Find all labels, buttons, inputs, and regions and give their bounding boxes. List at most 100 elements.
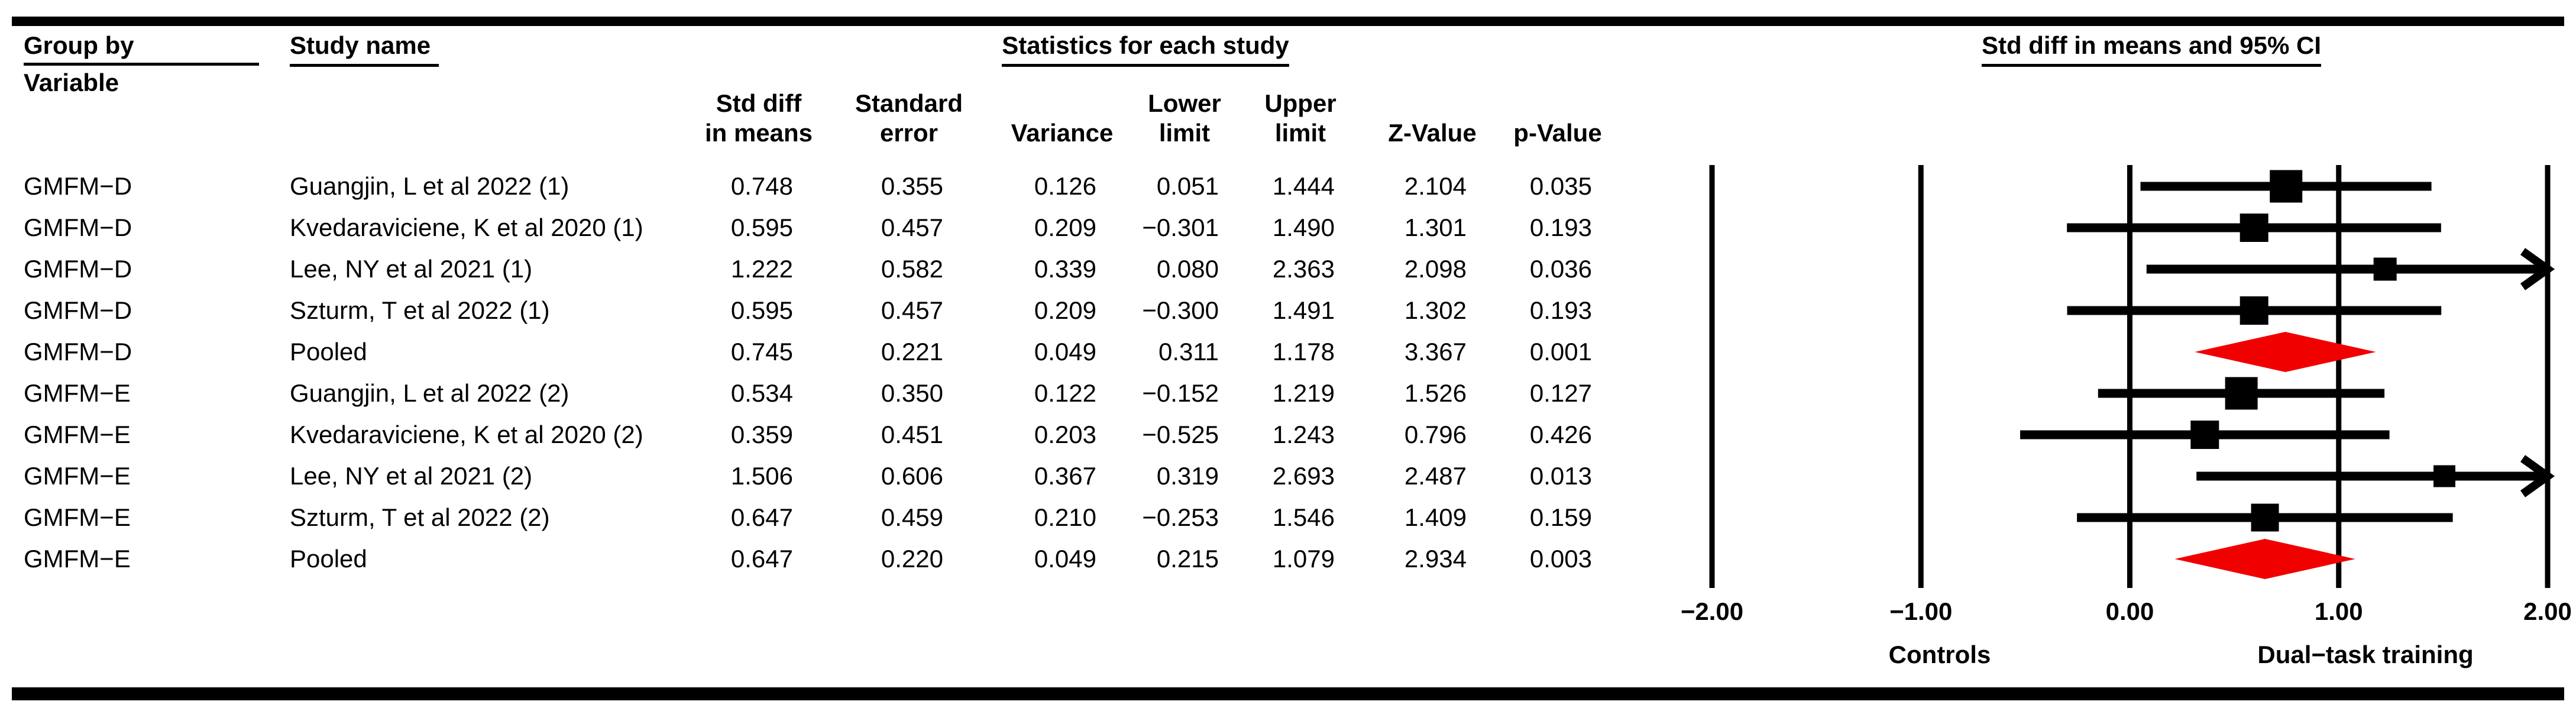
effect-square bbox=[2270, 170, 2303, 203]
table-row: GMFM−D Szturm, T et al 2022 (1) 0.595 0.457… bbox=[0, 290, 2576, 331]
row-z: 1.409 bbox=[1404, 503, 1467, 531]
row-std-err: 0.582 bbox=[881, 255, 943, 283]
row-lower: 0.051 bbox=[1156, 172, 1219, 200]
row-group-label: GMFM−E bbox=[24, 503, 131, 531]
row-study-name: Pooled bbox=[290, 338, 367, 366]
row-lower: −0.301 bbox=[1142, 214, 1219, 241]
table-row: GMFM−E Lee, NY et al 2021 (2) 1.506 0.606 0.… bbox=[0, 455, 2576, 497]
stat-column-header: Std diff in means bbox=[704, 89, 813, 147]
top-rule bbox=[12, 17, 2564, 26]
row-study-name: Pooled bbox=[290, 545, 367, 573]
table-row: GMFM−D Kvedaraviciene, K et al 2020 (1) 0.… bbox=[0, 207, 2576, 248]
row-z: 2.934 bbox=[1404, 545, 1467, 573]
row-std-diff: 0.595 bbox=[730, 296, 793, 324]
pooled-diamond bbox=[2174, 539, 2355, 579]
row-variance: 0.203 bbox=[1034, 421, 1096, 448]
row-p: 0.193 bbox=[1529, 214, 1592, 241]
effect-square bbox=[2373, 257, 2397, 281]
row-variance: 0.339 bbox=[1034, 255, 1096, 283]
stat-column-header: Variance bbox=[1011, 119, 1114, 147]
row-p: 0.013 bbox=[1529, 462, 1592, 490]
plot-title-label: Std diff in means and 95% CI bbox=[1981, 31, 2322, 67]
row-upper: 1.219 bbox=[1272, 379, 1335, 407]
group-by-header-label: Group by bbox=[24, 31, 134, 59]
table-row: GMFM−E Guangjin, L et al 2022 (2) 0.534 0.3… bbox=[0, 373, 2576, 414]
table-row: GMFM−E Pooled 0.647 0.220 0.049 0.215 1.079 2.9… bbox=[0, 538, 2576, 580]
row-lower: 0.311 bbox=[1158, 338, 1219, 366]
row-std-diff: 1.506 bbox=[730, 462, 793, 490]
row-std-diff: 0.647 bbox=[730, 503, 793, 531]
stat-column-header: Lower limit bbox=[1148, 89, 1221, 147]
statistics-header-label: Statistics for each study bbox=[1002, 31, 1289, 67]
row-group-label: GMFM−D bbox=[24, 338, 132, 366]
row-variance: 0.122 bbox=[1034, 379, 1096, 407]
row-std-err: 0.355 bbox=[881, 172, 943, 200]
row-std-diff: 0.745 bbox=[730, 338, 793, 366]
row-group-label: GMFM−D bbox=[24, 255, 132, 283]
stat-column-header: p-Value bbox=[1513, 119, 1602, 147]
effect-square bbox=[2240, 296, 2268, 325]
row-variance: 0.049 bbox=[1034, 338, 1096, 366]
row-study-name: Szturm, T et al 2022 (2) bbox=[290, 503, 550, 531]
table-row: GMFM−D Pooled 0.745 0.221 0.049 0.311 1.178 3.3… bbox=[0, 331, 2576, 373]
row-lower: 0.080 bbox=[1156, 255, 1219, 283]
ci-arrow-head bbox=[2520, 455, 2555, 497]
row-upper: 1.490 bbox=[1272, 214, 1335, 241]
row-p: 0.193 bbox=[1529, 296, 1592, 324]
row-group-label: GMFM−D bbox=[24, 172, 132, 200]
row-upper: 1.546 bbox=[1272, 503, 1335, 531]
row-p: 0.426 bbox=[1529, 421, 1592, 448]
effect-square bbox=[2240, 214, 2268, 242]
row-p: 0.001 bbox=[1529, 338, 1592, 366]
row-std-err: 0.221 bbox=[881, 338, 943, 366]
table-row: GMFM−D Lee, NY et al 2021 (1) 1.222 0.582 0.… bbox=[0, 248, 2576, 290]
row-upper: 2.363 bbox=[1272, 255, 1335, 283]
row-variance: 0.210 bbox=[1034, 503, 1096, 531]
row-group-label: GMFM−D bbox=[24, 214, 132, 241]
study-name-header-label: Study name bbox=[290, 31, 439, 67]
row-std-diff: 1.222 bbox=[730, 255, 793, 283]
row-upper: 1.444 bbox=[1272, 172, 1335, 200]
effect-square bbox=[2225, 377, 2258, 410]
row-lower: 0.319 bbox=[1156, 462, 1219, 490]
row-p: 0.036 bbox=[1529, 255, 1592, 283]
table-row: GMFM−E Szturm, T et al 2022 (2) 0.647 0.459… bbox=[0, 497, 2576, 538]
row-z: 1.301 bbox=[1404, 214, 1467, 241]
row-group-label: GMFM−D bbox=[24, 296, 132, 324]
effect-square bbox=[2433, 465, 2455, 487]
row-p: 0.159 bbox=[1529, 503, 1592, 531]
row-upper: 1.178 bbox=[1272, 338, 1335, 366]
row-group-label: GMFM−E bbox=[24, 545, 131, 573]
stat-column-header: Z-Value bbox=[1388, 119, 1477, 147]
row-lower: −0.525 bbox=[1142, 421, 1219, 448]
row-p: 0.003 bbox=[1529, 545, 1592, 573]
table-row: GMFM−E Kvedaraviciene, K et al 2020 (2) 0.… bbox=[0, 414, 2576, 455]
variable-header: Variable bbox=[24, 69, 119, 96]
left-region-label: Controls bbox=[1888, 641, 1991, 668]
row-z: 2.104 bbox=[1404, 172, 1467, 200]
stat-column-header: Standard error bbox=[855, 89, 963, 147]
row-std-err: 0.457 bbox=[881, 296, 943, 324]
row-p: 0.127 bbox=[1529, 379, 1592, 407]
row-std-diff: 0.534 bbox=[730, 379, 793, 407]
row-p: 0.035 bbox=[1529, 172, 1592, 200]
table-row: GMFM−D Guangjin, L et al 2022 (1) 0.748 0.3… bbox=[0, 166, 2576, 207]
row-std-diff: 0.647 bbox=[730, 545, 793, 573]
right-region-label: Dual−task training bbox=[2257, 641, 2474, 668]
row-std-err: 0.459 bbox=[881, 503, 943, 531]
stat-column-header: Upper limit bbox=[1264, 89, 1336, 147]
x-axis-tick-label: 0.00 bbox=[2105, 597, 2154, 625]
row-z: 2.098 bbox=[1404, 255, 1467, 283]
x-axis-tick-label: −2.00 bbox=[1680, 597, 1744, 625]
study-name-header: Study name bbox=[290, 31, 439, 67]
row-z: 1.526 bbox=[1404, 379, 1467, 407]
row-group-label: GMFM−E bbox=[24, 379, 131, 407]
x-axis-tick-label: 1.00 bbox=[2314, 597, 2363, 625]
row-z: 1.302 bbox=[1404, 296, 1467, 324]
x-axis-tick-label: 2.00 bbox=[2523, 597, 2572, 625]
row-upper: 1.243 bbox=[1272, 421, 1335, 448]
row-std-diff: 0.748 bbox=[730, 172, 793, 200]
row-study-name: Lee, NY et al 2021 (2) bbox=[290, 462, 533, 490]
